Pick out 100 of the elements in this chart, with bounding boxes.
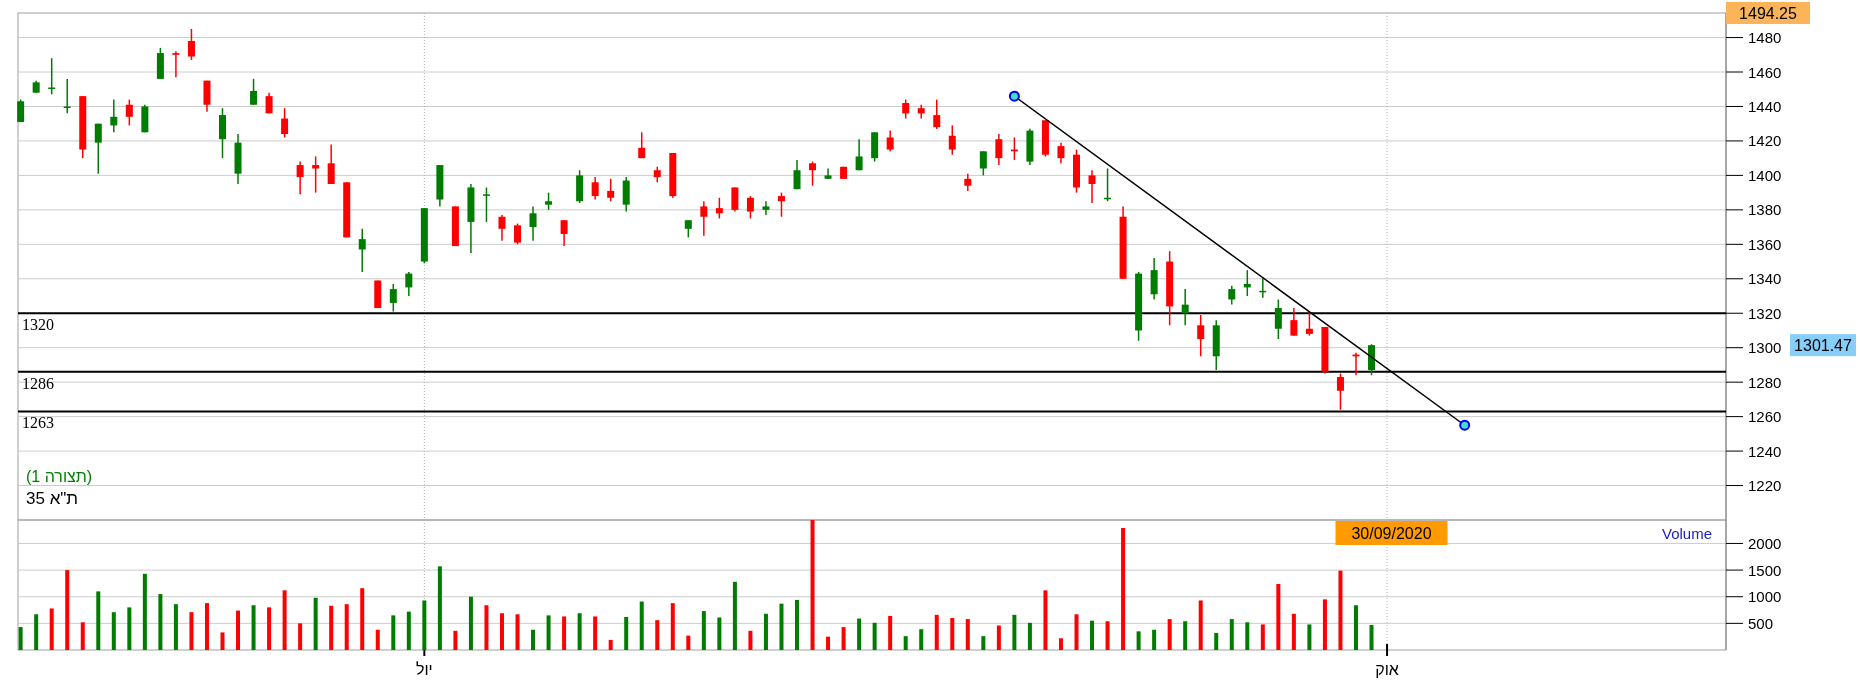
bar [204, 603, 209, 650]
bar [1369, 624, 1374, 650]
bar [484, 605, 489, 650]
bar [189, 612, 194, 650]
bar [1353, 605, 1358, 650]
y-tick-label: 1320 [1748, 304, 1782, 322]
bar [1152, 629, 1157, 650]
bar [888, 615, 893, 650]
y-tick-label: 1400 [1748, 166, 1782, 184]
bar [391, 615, 396, 650]
bar [872, 622, 877, 650]
bar [298, 623, 303, 650]
bar [251, 605, 256, 650]
bar [468, 596, 473, 650]
bar [593, 616, 598, 650]
bar [111, 612, 116, 650]
y-tick-label: 1480 [1748, 29, 1782, 47]
bar [826, 636, 831, 650]
bar [142, 573, 147, 650]
bar [748, 630, 753, 650]
bar [546, 615, 551, 650]
y-tick-label: 1220 [1748, 477, 1782, 495]
bar [375, 629, 380, 650]
bar [763, 613, 768, 650]
bar [34, 614, 39, 650]
bar [65, 570, 70, 650]
bar [422, 600, 427, 650]
bar [624, 616, 629, 650]
bar [1214, 632, 1219, 650]
y-tick-label: 1000 [1748, 588, 1782, 606]
annotation: 30/09/2020 [1351, 525, 1432, 542]
bar [1027, 622, 1032, 650]
y-tick-label: 1360 [1748, 235, 1782, 253]
chart-title: Volume [1661, 525, 1712, 542]
bar [173, 604, 178, 650]
bar [1245, 622, 1250, 650]
bar [1260, 624, 1265, 650]
bar [220, 632, 225, 650]
bar [531, 629, 536, 650]
ref-line-label: 1320 [22, 316, 54, 334]
y-tick-label: 2000 [1748, 534, 1782, 552]
text: 1494.25 [1739, 5, 1798, 22]
bar [329, 605, 334, 650]
y-tick-label: 1500 [1748, 561, 1782, 579]
bar [1012, 614, 1017, 650]
y-tick-label: 500 [1748, 614, 1774, 632]
bar [18, 627, 23, 650]
ref-line-label: 1286 [22, 374, 54, 392]
y-tick-label: 1260 [1748, 408, 1782, 426]
text: (תצורה 1) [26, 468, 93, 485]
bar [655, 620, 660, 650]
y-tick-label: 1340 [1748, 270, 1782, 288]
bar [515, 614, 520, 650]
bar [499, 613, 504, 650]
bar [1307, 624, 1312, 650]
bar [1121, 527, 1126, 650]
bar [841, 627, 846, 650]
bar [313, 597, 318, 650]
bar [1322, 599, 1327, 650]
y-tick-label: 1240 [1748, 442, 1782, 460]
bar [453, 630, 458, 650]
bar [1276, 583, 1281, 650]
bar [1338, 570, 1343, 650]
y-tick-label: 1460 [1748, 63, 1782, 81]
bar [1183, 621, 1188, 650]
bar [608, 639, 613, 650]
x-tick-label: אוק [1375, 661, 1399, 678]
bar [1043, 590, 1048, 650]
bar [857, 618, 862, 650]
bar [639, 601, 644, 650]
bar [1291, 613, 1296, 650]
y-tick-label: 1420 [1748, 132, 1782, 150]
y-tick-label: 1380 [1748, 201, 1782, 219]
bar [981, 636, 986, 650]
y-tick-label: 1280 [1748, 373, 1782, 391]
y-tick-label: 1440 [1748, 97, 1782, 115]
bar [267, 607, 272, 650]
bar [686, 635, 691, 650]
bar [934, 614, 939, 650]
bar [965, 619, 970, 650]
bar [360, 588, 365, 650]
bar [701, 611, 706, 650]
bar [96, 591, 101, 650]
bar [1198, 600, 1203, 650]
bar [996, 625, 1001, 650]
bar [236, 610, 241, 650]
bar [406, 611, 411, 650]
bar [1058, 638, 1063, 650]
x-tick-label: יול [415, 661, 433, 678]
bar [1090, 620, 1095, 650]
bar [1229, 619, 1234, 650]
y-tick-label: 1300 [1748, 339, 1782, 357]
bar [158, 594, 163, 650]
bar [919, 629, 924, 650]
text: ת"א 35 [26, 489, 79, 508]
bar [717, 617, 722, 650]
ref-line-label: 1263 [22, 414, 54, 432]
bar [1167, 619, 1172, 650]
text: 1301.47 [1794, 337, 1853, 355]
bar [49, 608, 54, 650]
